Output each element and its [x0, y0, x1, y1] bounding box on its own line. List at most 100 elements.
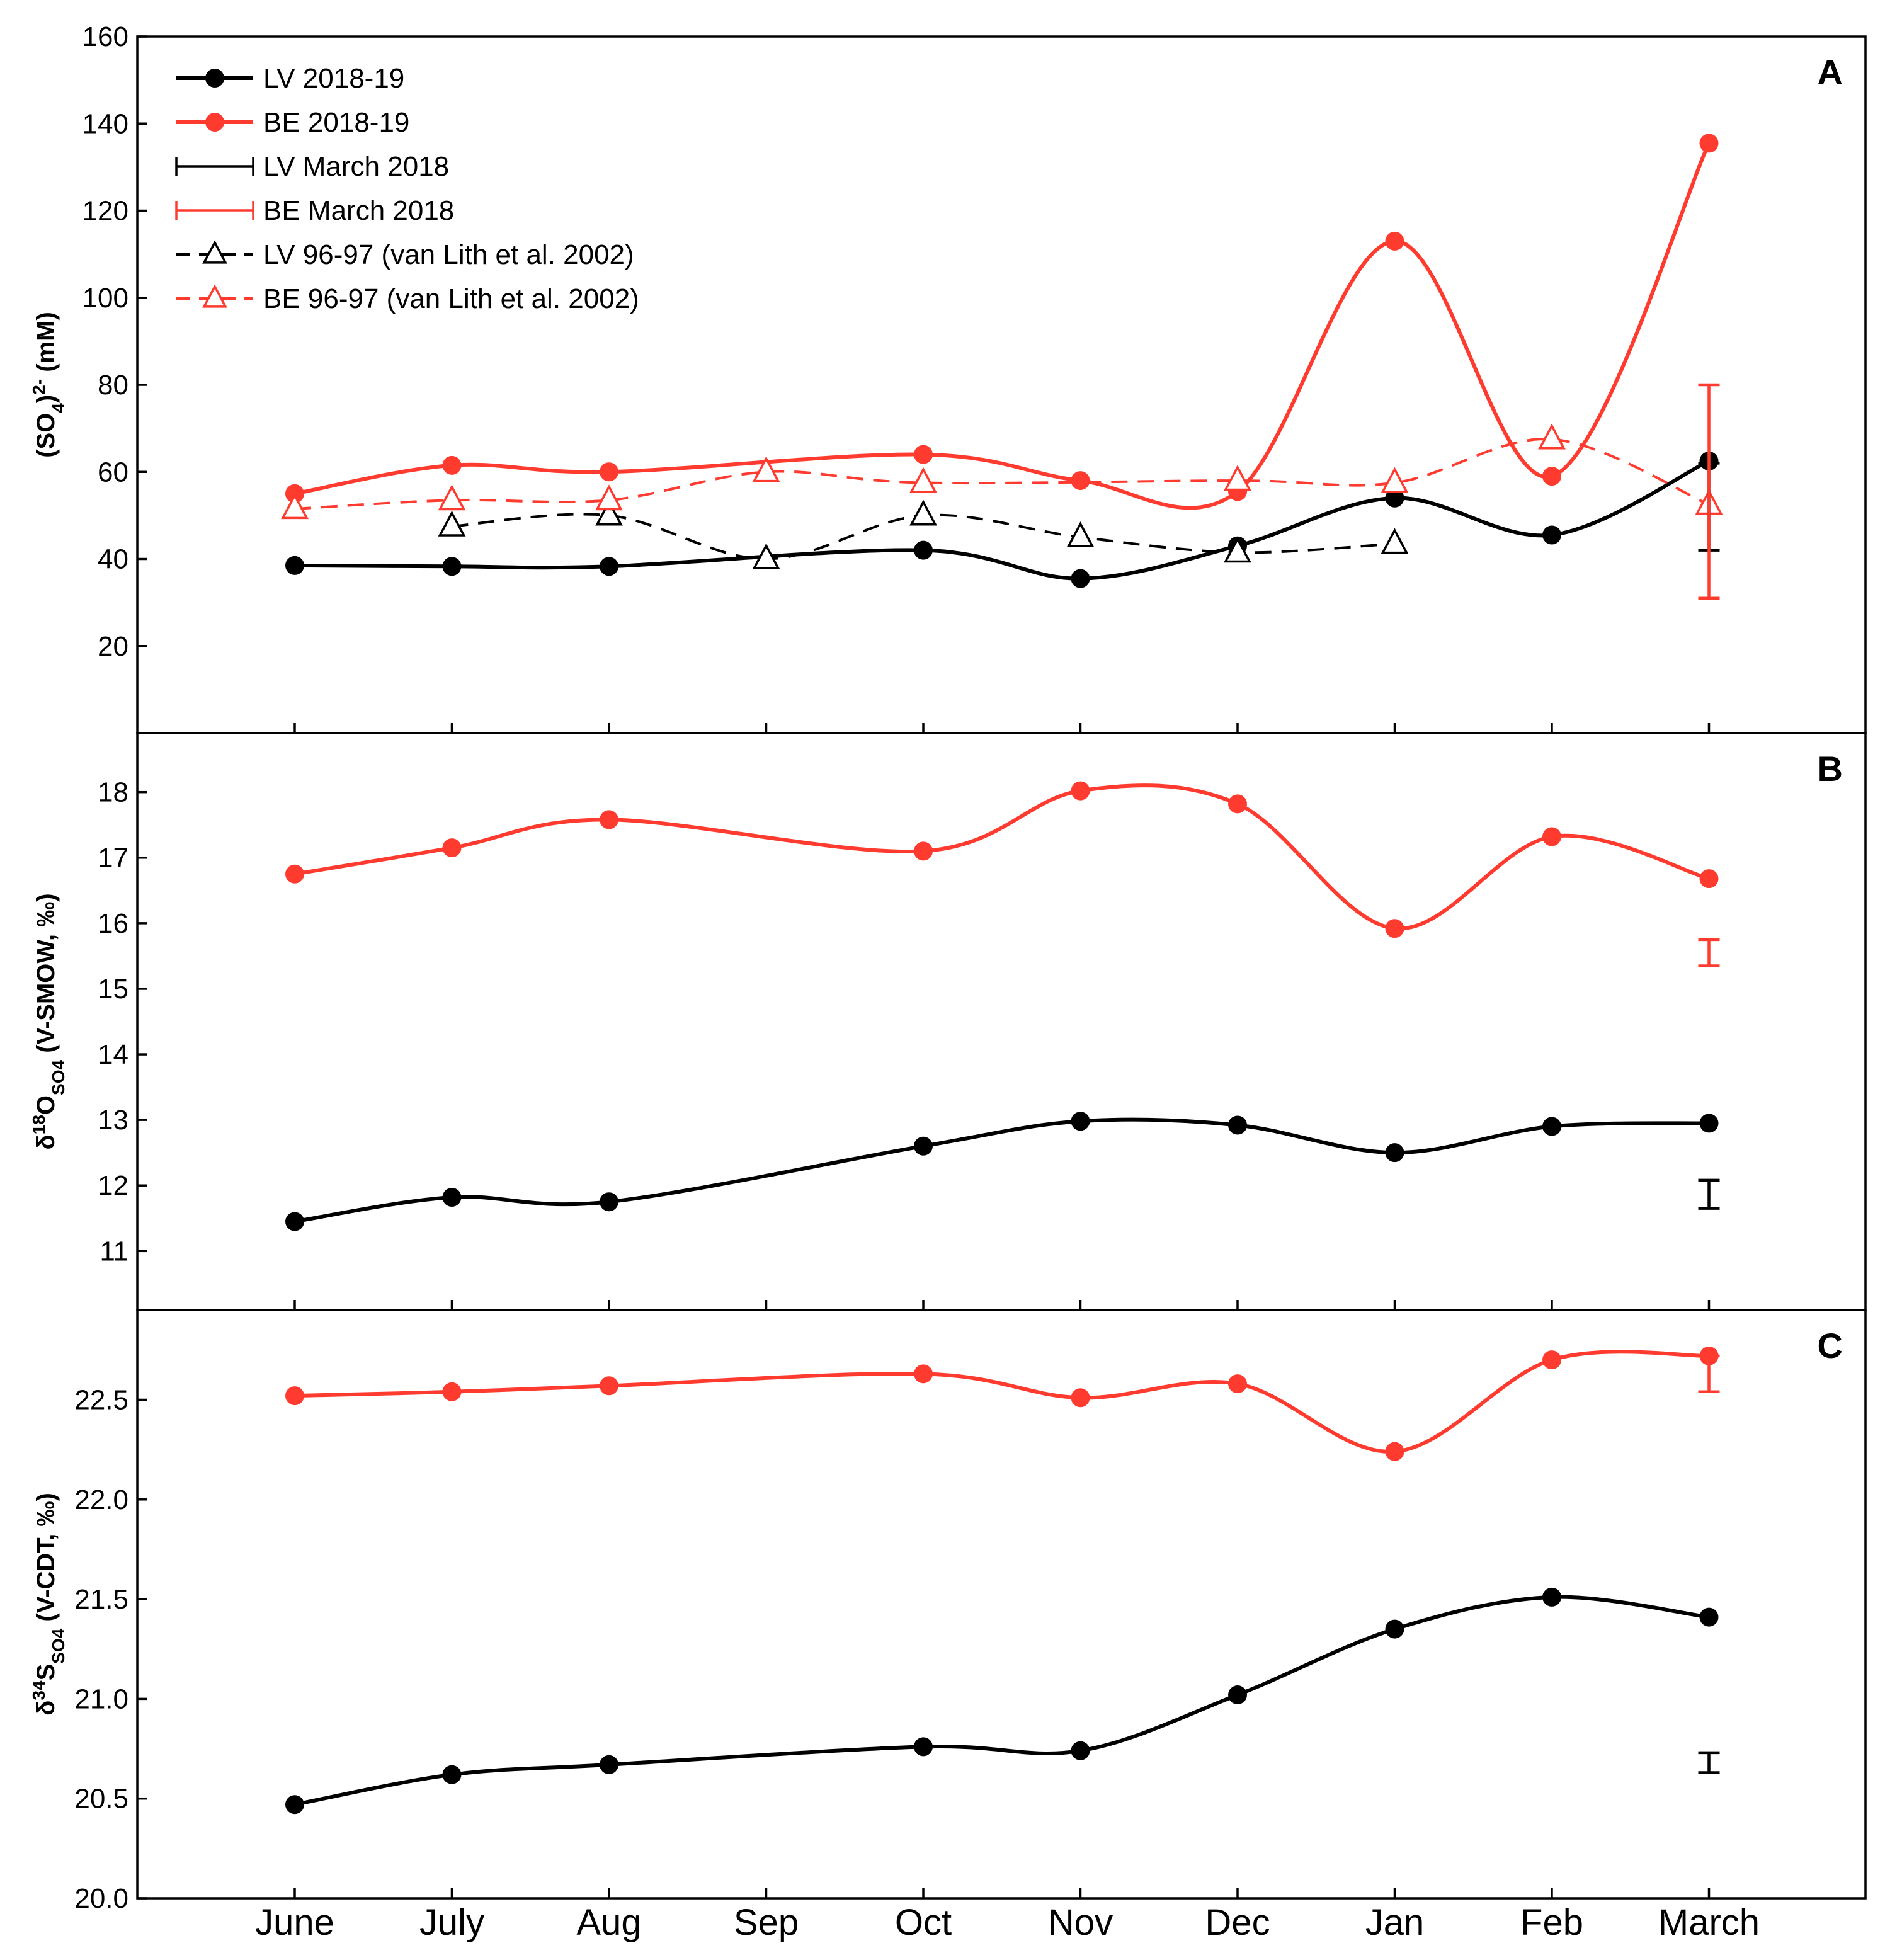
- data-point: [1071, 1388, 1090, 1408]
- data-point: [285, 1795, 304, 1815]
- data-point: [909, 467, 937, 493]
- data-point: [600, 1376, 618, 1396]
- data-point: [600, 462, 618, 482]
- data-point: [914, 445, 933, 464]
- data-point: [600, 1755, 618, 1774]
- data-point: [1542, 827, 1561, 846]
- errorbar-be-march-2018: [1698, 383, 1720, 600]
- x-tick-label: Oct: [895, 1902, 952, 1943]
- legend-item: BE 96-97 (van Lith et al. 2002): [176, 283, 639, 314]
- errorbar-be-march-2018: [1698, 1354, 1720, 1394]
- panel-frame: [136, 1309, 1867, 1900]
- data-point: [1228, 1374, 1247, 1394]
- y-tick-label: 12: [98, 1170, 128, 1201]
- data-point: [1385, 1619, 1404, 1639]
- y-axis-title: δ34SSO4 (V-CDT, ‰): [29, 1493, 68, 1716]
- panel-frame: [136, 732, 1867, 1311]
- data-point: [914, 841, 933, 861]
- series-lv-2018-19: [285, 451, 1719, 588]
- x-tick-label: Aug: [576, 1902, 641, 1943]
- data-point: [1224, 465, 1251, 491]
- data-point: [1381, 528, 1409, 554]
- data-point: [595, 484, 623, 511]
- data-point: [1228, 1115, 1247, 1135]
- data-point: [285, 1212, 304, 1231]
- data-point: [1542, 1117, 1561, 1136]
- data-point: [1228, 1685, 1247, 1705]
- series-line: [294, 142, 1711, 510]
- x-tick-label: Sep: [734, 1902, 799, 1943]
- data-point: [1066, 521, 1095, 548]
- legend-item: LV March 2018: [175, 151, 449, 182]
- data-point: [914, 1136, 933, 1156]
- errorbar-lv-march-2018: [1698, 1178, 1720, 1210]
- data-point: [1071, 471, 1090, 491]
- x-tick-label: June: [255, 1902, 334, 1943]
- y-tick-label: 16: [98, 908, 128, 939]
- data-point: [442, 455, 462, 475]
- series-line: [294, 438, 1710, 511]
- y-tick-label: 13: [98, 1105, 128, 1136]
- data-point: [1542, 467, 1561, 486]
- y-tick-label: 11: [100, 1236, 128, 1267]
- data-point: [442, 557, 462, 576]
- legend-item: LV 2018-19: [176, 63, 404, 94]
- series-lv-96-97-van-lith-et-al-2002-: [438, 499, 1409, 569]
- y-axis-title: δ18OSO4 (V-SMOW, ‰): [29, 893, 68, 1149]
- legend-item: BE 2018-19: [176, 107, 409, 138]
- legend-item: LV 96-97 (van Lith et al. 2002): [176, 239, 634, 270]
- data-point: [1699, 134, 1719, 153]
- series-line: [294, 783, 1710, 931]
- y-tick-label: 20: [98, 631, 128, 662]
- y-tick-label: 15: [98, 974, 128, 1005]
- y-tick-label: 100: [83, 283, 128, 314]
- y-tick-label: 20.0: [74, 1883, 128, 1914]
- data-point: [1228, 794, 1247, 814]
- data-point: [1071, 1741, 1090, 1760]
- data-point: [285, 1386, 304, 1406]
- data-point: [442, 1382, 462, 1401]
- data-point: [1071, 1112, 1090, 1131]
- series-be-2018-19: [285, 1346, 1719, 1461]
- y-tick-label: 140: [83, 108, 128, 139]
- legend: LV 2018-19 BE 2018-19 LV March 2018 BE Marc…: [175, 63, 639, 314]
- data-point: [909, 499, 937, 526]
- x-axis-labels: June July Aug Sep Oct Nov Dec Jan Feb March: [255, 1902, 1760, 1943]
- data-point: [1542, 1587, 1561, 1607]
- data-point: [600, 810, 618, 829]
- legend-label: LV 96-97 (van Lith et al. 2002): [263, 239, 634, 270]
- legend-label: LV 2018-19: [263, 63, 404, 94]
- y-tick-label: 18: [98, 777, 128, 808]
- data-point: [442, 838, 462, 858]
- data-point: [752, 543, 780, 569]
- series-line: [294, 1595, 1709, 1807]
- y-tick-label: 14: [98, 1039, 128, 1070]
- y-tick-label: 20.5: [74, 1784, 128, 1815]
- data-point: [442, 1765, 462, 1784]
- y-tick-label: 21.0: [74, 1684, 128, 1714]
- data-point: [1385, 1143, 1404, 1163]
- series-lv-2018-19: [285, 1587, 1719, 1815]
- data-point: [595, 499, 623, 526]
- legend-label: BE 2018-19: [263, 107, 409, 138]
- x-tick-label: March: [1658, 1902, 1760, 1943]
- data-point: [1538, 423, 1566, 450]
- data-point: [914, 1364, 933, 1384]
- y-tick-label: 60: [98, 457, 128, 487]
- legend-label: BE March 2018: [263, 195, 454, 226]
- data-point: [1385, 919, 1404, 938]
- data-point: [1381, 467, 1409, 493]
- panel-frame: [136, 35, 1867, 734]
- data-point: [914, 540, 933, 560]
- data-point: [600, 557, 618, 576]
- y-tick-label: 160: [83, 21, 128, 52]
- panel-a: 20 40 60 80 100 120 140 160 A (SO4)2- (mM): [29, 21, 1867, 734]
- data-point: [1699, 869, 1719, 889]
- data-point: [1385, 488, 1404, 508]
- data-point: [1385, 231, 1404, 251]
- x-tick-label: July: [419, 1902, 484, 1943]
- data-point: [914, 1737, 933, 1757]
